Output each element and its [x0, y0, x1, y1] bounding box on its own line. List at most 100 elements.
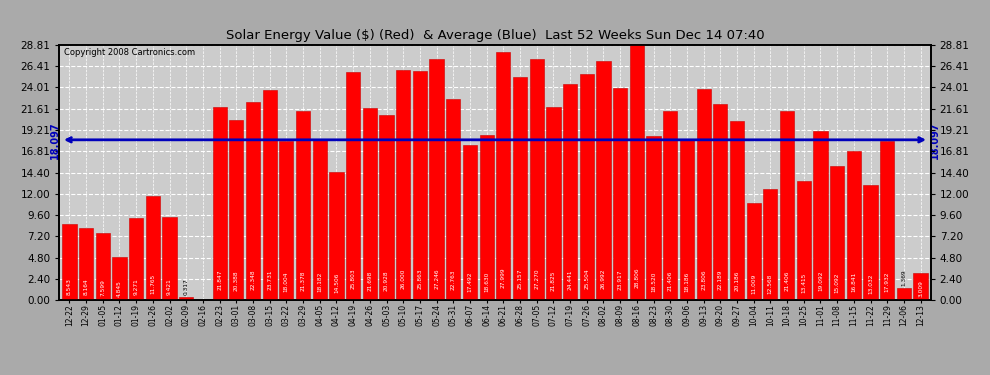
Bar: [730, 122, 744, 300]
Text: 17.932: 17.932: [885, 272, 890, 292]
Bar: [413, 71, 427, 300]
Text: 23.917: 23.917: [618, 269, 623, 290]
Bar: [313, 139, 327, 300]
Bar: [630, 45, 644, 300]
Bar: [780, 111, 794, 300]
Text: 27.999: 27.999: [501, 268, 506, 288]
Bar: [596, 61, 611, 300]
Bar: [330, 172, 344, 300]
Bar: [479, 135, 494, 300]
Bar: [129, 218, 144, 300]
Bar: [613, 88, 628, 300]
Text: 21.378: 21.378: [301, 270, 306, 291]
Bar: [179, 297, 193, 300]
Bar: [396, 70, 410, 300]
Text: 26.000: 26.000: [401, 268, 406, 289]
Bar: [430, 59, 444, 300]
Bar: [162, 217, 176, 300]
Text: 14.506: 14.506: [334, 273, 339, 293]
Bar: [680, 139, 694, 300]
Bar: [763, 189, 777, 300]
Text: 13.415: 13.415: [801, 273, 806, 294]
Bar: [914, 273, 928, 300]
Bar: [362, 108, 377, 300]
Bar: [262, 90, 277, 300]
Text: 11.009: 11.009: [751, 274, 756, 294]
Bar: [379, 115, 394, 300]
Text: 25.863: 25.863: [418, 268, 423, 289]
Text: 18.186: 18.186: [684, 272, 689, 292]
Bar: [846, 151, 861, 300]
Text: 18.520: 18.520: [651, 271, 656, 292]
Text: 20.388: 20.388: [234, 270, 239, 291]
Bar: [546, 107, 560, 300]
Text: 21.847: 21.847: [217, 270, 222, 291]
Text: 22.189: 22.189: [718, 270, 723, 290]
Text: 22.763: 22.763: [450, 270, 455, 290]
Text: 23.806: 23.806: [701, 269, 706, 290]
Text: 24.441: 24.441: [567, 269, 572, 290]
Bar: [530, 58, 544, 300]
Text: 27.270: 27.270: [535, 268, 540, 289]
Bar: [663, 111, 677, 300]
Text: 9.421: 9.421: [167, 278, 172, 295]
Bar: [230, 120, 244, 300]
Bar: [713, 104, 728, 300]
Bar: [746, 202, 760, 300]
Bar: [113, 257, 127, 300]
Bar: [96, 233, 110, 300]
Bar: [146, 196, 160, 300]
Text: 12.568: 12.568: [768, 273, 773, 294]
Bar: [797, 181, 811, 300]
Text: 21.406: 21.406: [667, 270, 673, 291]
Text: 25.803: 25.803: [350, 268, 355, 289]
Bar: [279, 141, 293, 300]
Text: Copyright 2008 Cartronics.com: Copyright 2008 Cartronics.com: [63, 48, 195, 57]
Bar: [79, 228, 93, 300]
Text: 8.543: 8.543: [67, 278, 72, 295]
Text: 28.806: 28.806: [635, 267, 640, 288]
Bar: [346, 72, 360, 300]
Text: 25.504: 25.504: [584, 268, 589, 289]
Bar: [897, 288, 911, 300]
Text: 18.630: 18.630: [484, 271, 489, 292]
Bar: [496, 52, 511, 300]
Text: 16.841: 16.841: [851, 272, 856, 292]
Text: 19.092: 19.092: [818, 271, 823, 291]
Bar: [246, 102, 260, 300]
Text: 22.348: 22.348: [250, 270, 255, 290]
Text: 18.097: 18.097: [930, 121, 940, 159]
Text: 21.698: 21.698: [367, 270, 372, 291]
Text: 7.599: 7.599: [100, 279, 105, 296]
Text: 25.157: 25.157: [518, 269, 523, 290]
Bar: [446, 99, 460, 300]
Text: 8.164: 8.164: [83, 279, 88, 296]
Bar: [697, 89, 711, 300]
Bar: [830, 166, 844, 300]
Text: 26.992: 26.992: [601, 268, 606, 289]
Bar: [513, 77, 527, 300]
Text: 20.186: 20.186: [735, 271, 740, 291]
Text: 17.492: 17.492: [467, 272, 472, 292]
Bar: [580, 74, 594, 300]
Bar: [880, 141, 894, 300]
Text: 13.032: 13.032: [868, 273, 873, 294]
Text: 18.182: 18.182: [317, 272, 323, 292]
Bar: [296, 111, 310, 300]
Bar: [863, 184, 877, 300]
Bar: [563, 84, 577, 300]
Text: 21.825: 21.825: [550, 270, 556, 291]
Text: 0.317: 0.317: [184, 279, 189, 296]
Bar: [62, 224, 76, 300]
Bar: [463, 145, 477, 300]
Text: 21.406: 21.406: [784, 270, 790, 291]
Bar: [814, 131, 828, 300]
Bar: [646, 136, 660, 300]
Text: 18.097: 18.097: [50, 121, 60, 159]
Text: 27.246: 27.246: [434, 268, 440, 289]
Text: 15.092: 15.092: [835, 272, 840, 293]
Text: 4.845: 4.845: [117, 280, 122, 297]
Text: 3.009: 3.009: [918, 280, 923, 297]
Bar: [213, 106, 227, 300]
Text: 18.004: 18.004: [284, 272, 289, 292]
